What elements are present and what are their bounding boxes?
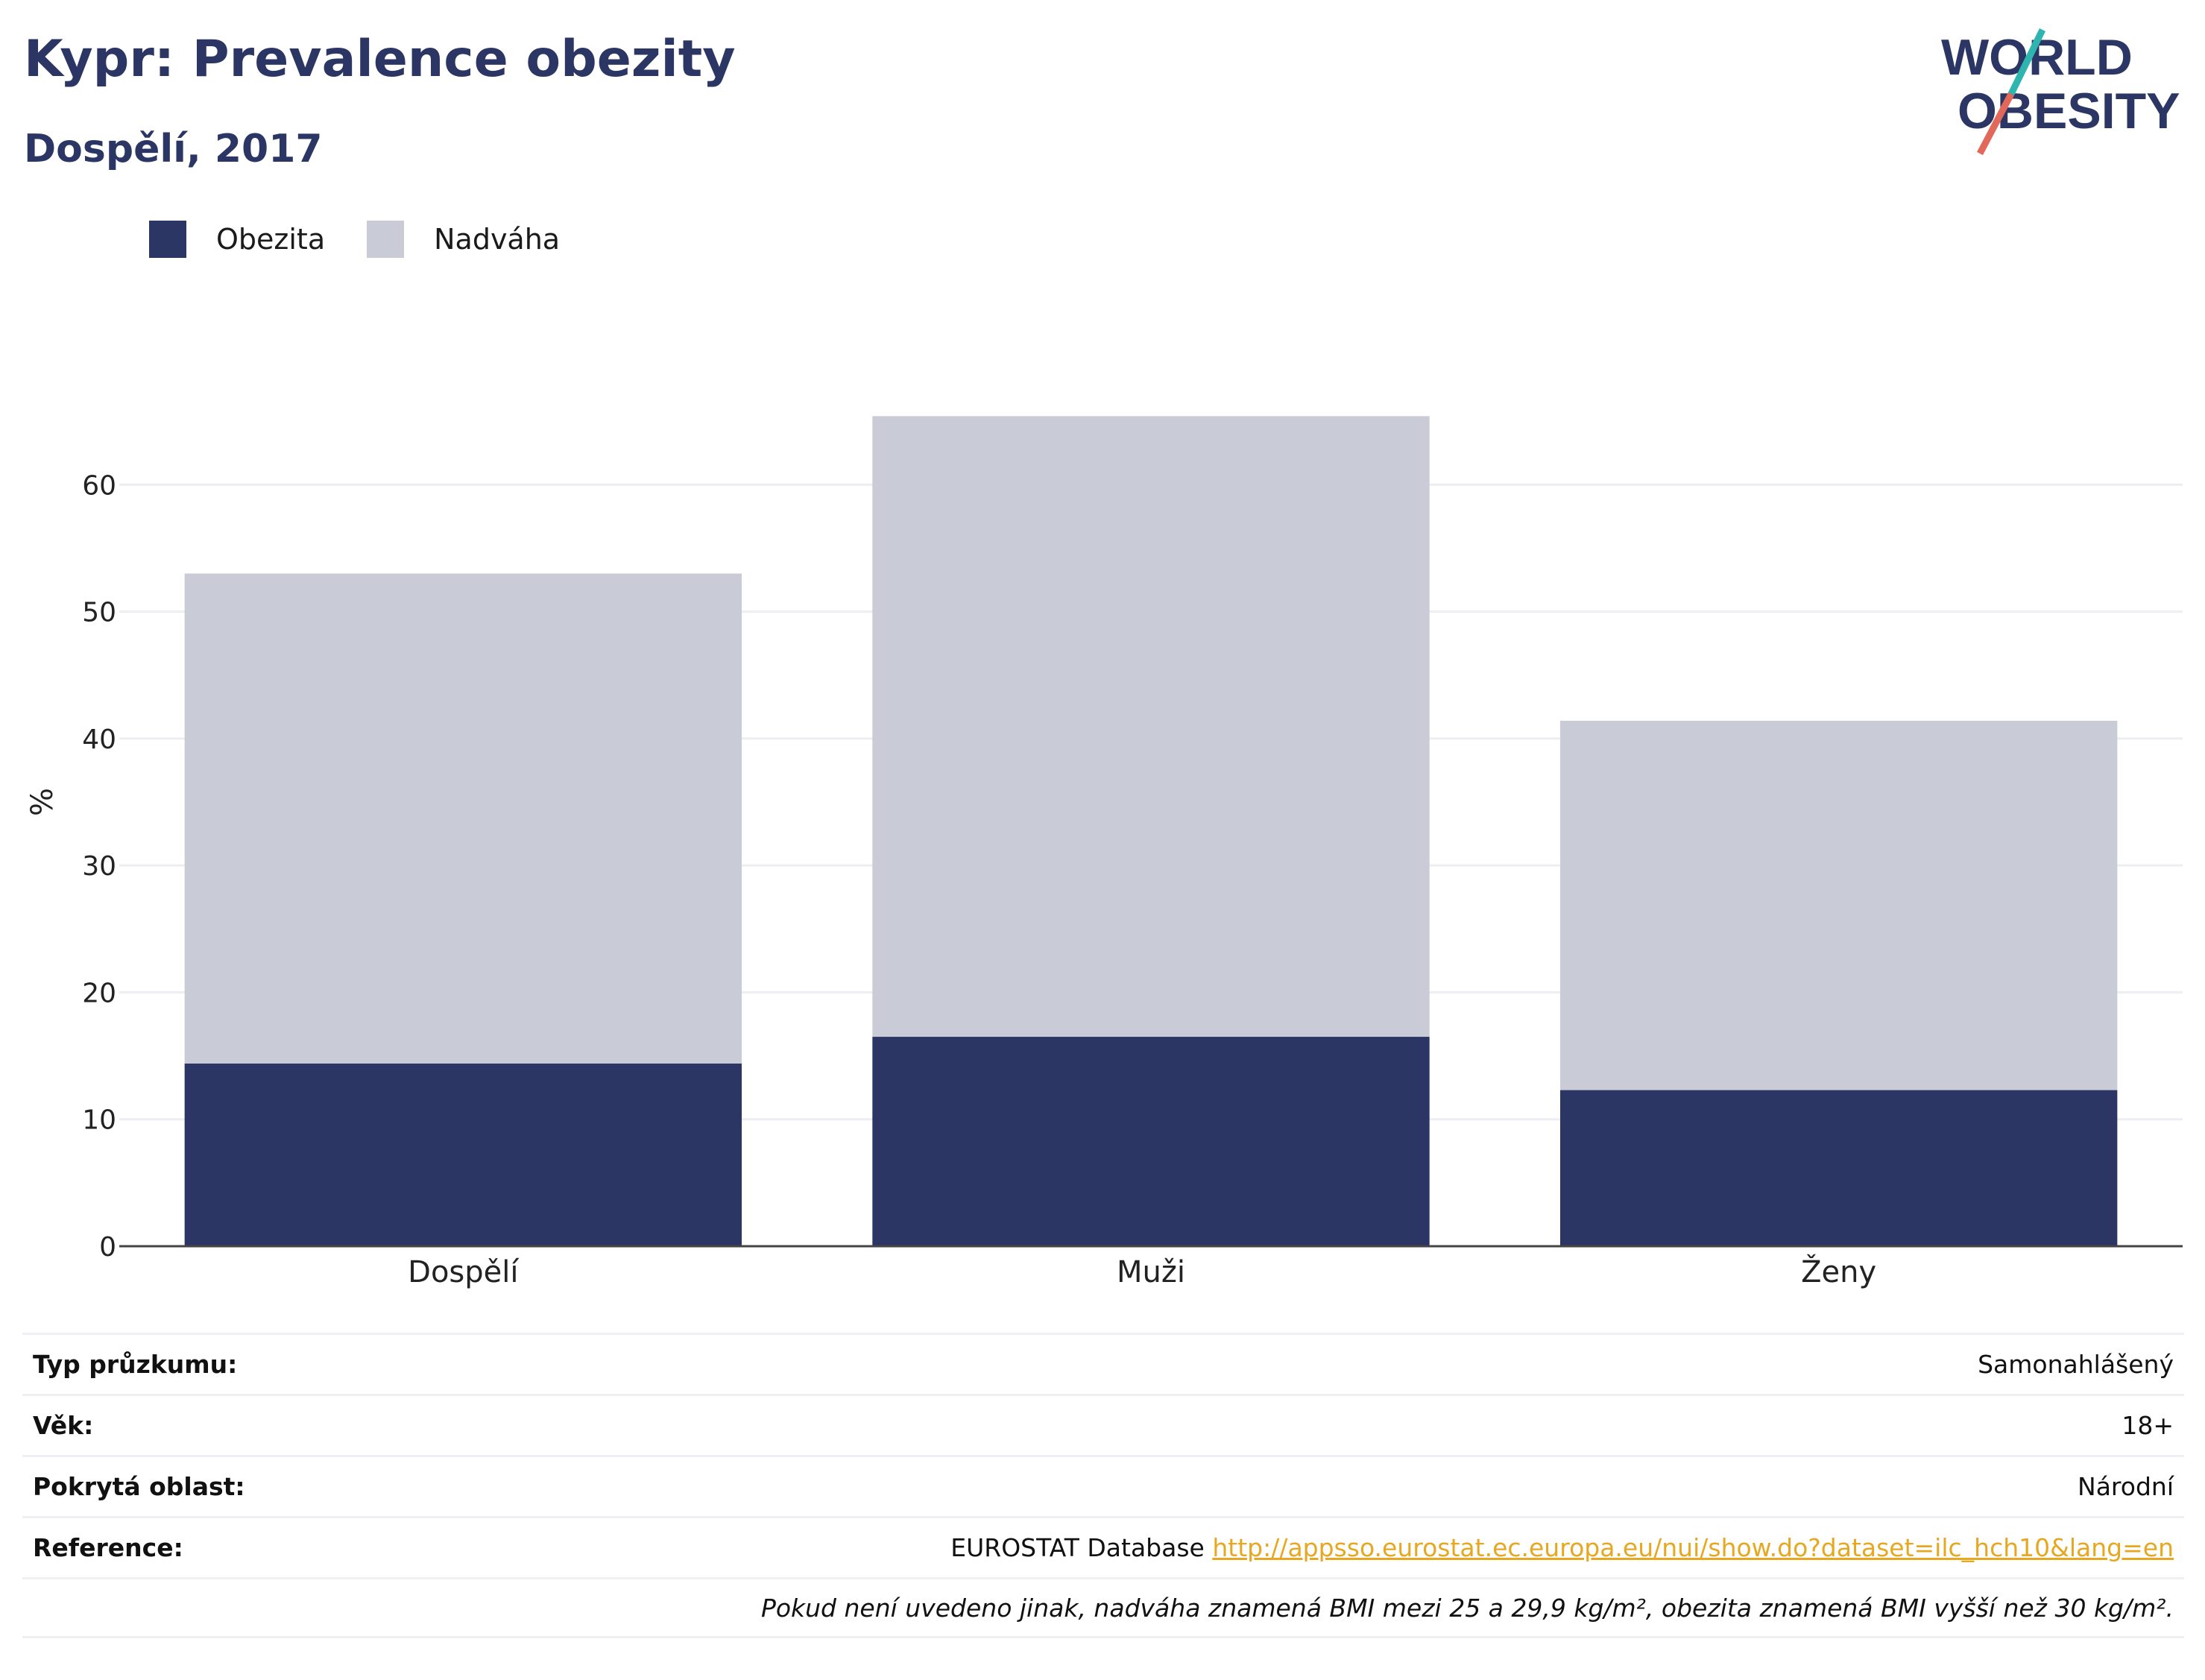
- logo-slash-top: [2007, 28, 2046, 95]
- y-tick-label: 50: [82, 598, 116, 628]
- survey-type-value: Samonahlášený: [1978, 1350, 2174, 1379]
- info-row-reference: Reference: EUROSTAT Database http://apps…: [22, 1516, 2184, 1577]
- age-label: Věk:: [33, 1411, 94, 1440]
- reference-link[interactable]: http://appsso.eurostat.ec.europa.eu/nui/…: [1212, 1533, 2174, 1562]
- page-title: Kypr: Prevalence obezity: [24, 30, 736, 89]
- y-tick-label: 20: [82, 978, 116, 1008]
- bar-chart: 0 10 20 30 40 50 60% Dospělí Muži Ženy: [25, 416, 2183, 1289]
- survey-type-label: Typ průzkumu:: [33, 1350, 238, 1379]
- bar-nadvaha[interactable]: [184, 573, 742, 1064]
- age-value: 18+: [2122, 1411, 2174, 1440]
- bar-obezita[interactable]: [1559, 1090, 2118, 1246]
- legend-label-nadvaha: Nadváha: [434, 223, 561, 256]
- logo-slash-bottom: [1977, 92, 2014, 156]
- bar-nadvaha[interactable]: [872, 416, 1430, 1038]
- legend-label-obezita: Obezita: [216, 223, 326, 256]
- legend-item-obezita[interactable]: Obezita: [149, 221, 325, 258]
- coverage-value: Národní: [2078, 1472, 2174, 1501]
- bar-obezita[interactable]: [872, 1037, 1430, 1246]
- y-tick-label: 40: [82, 724, 116, 755]
- y-tick-label: 60: [82, 470, 116, 501]
- info-row-note: Pokud není uvedeno jinak, nadváha znamen…: [22, 1577, 2184, 1638]
- y-tick-label: 10: [82, 1105, 116, 1136]
- info-row-age: Věk: 18+: [22, 1394, 2184, 1455]
- bar-nadvaha[interactable]: [1559, 721, 2118, 1090]
- y-tick-label: 30: [82, 851, 116, 882]
- legend-swatch-obezita: [149, 221, 186, 258]
- x-tick-label: Dospělí: [408, 1255, 520, 1289]
- coverage-label: Pokrytá oblast:: [33, 1472, 245, 1501]
- x-tick-label: Ženy: [1801, 1254, 1876, 1289]
- legend-swatch-nadvaha: [367, 221, 405, 258]
- info-row-coverage: Pokrytá oblast: Národní: [22, 1455, 2184, 1516]
- info-table: Typ průzkumu: Samonahlášený Věk: 18+ Pok…: [22, 1333, 2184, 1638]
- x-tick-label: Muži: [1117, 1255, 1185, 1289]
- bmi-note: Pokud není uvedeno jinak, nadváha znamen…: [760, 1593, 2174, 1623]
- y-tick-label: 0: [99, 1232, 116, 1263]
- legend-item-nadvaha[interactable]: Nadváha: [367, 221, 560, 258]
- reference-value: EUROSTAT Database http://appsso.eurostat…: [950, 1533, 2174, 1562]
- info-row-survey-type: Typ průzkumu: Samonahlášený: [22, 1333, 2184, 1394]
- page-subtitle: Dospělí, 2017: [24, 127, 323, 171]
- world-obesity-logo: WORLD OBESITY: [1941, 28, 2180, 156]
- chart-legend: Obezita Nadváha: [149, 221, 602, 258]
- y-axis-title: %: [25, 788, 60, 816]
- reference-label: Reference:: [33, 1533, 183, 1562]
- bar-obezita[interactable]: [184, 1063, 742, 1246]
- reference-source: EUROSTAT Database: [950, 1533, 1205, 1562]
